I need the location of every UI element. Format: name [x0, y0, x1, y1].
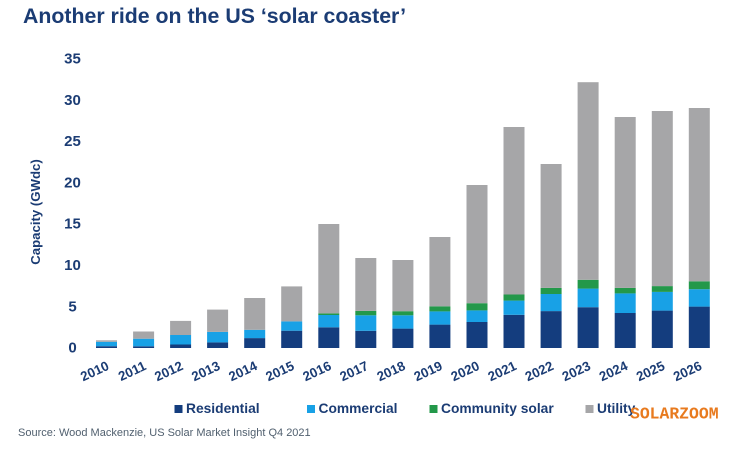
svg-text:2011: 2011: [116, 358, 149, 384]
svg-text:35: 35: [64, 51, 81, 68]
svg-text:25: 25: [64, 133, 81, 150]
svg-text:SOLARZOOM: SOLARZOOM: [630, 404, 719, 423]
svg-text:2017: 2017: [337, 358, 370, 384]
svg-text:Utility: Utility: [597, 401, 636, 416]
svg-text:Residential: Residential: [186, 401, 260, 416]
svg-text:2023: 2023: [560, 358, 593, 384]
svg-text:2020: 2020: [449, 358, 482, 384]
svg-text:Capacity (GWdc): Capacity (GWdc): [28, 159, 43, 265]
svg-text:2024: 2024: [597, 358, 631, 384]
svg-text:2026: 2026: [671, 358, 704, 384]
svg-text:2015: 2015: [263, 358, 297, 384]
svg-text:2014: 2014: [226, 358, 260, 384]
svg-text:10: 10: [64, 257, 81, 274]
svg-text:2021: 2021: [486, 358, 520, 384]
svg-text:20: 20: [64, 174, 81, 191]
svg-text:Commercial: Commercial: [319, 401, 398, 416]
svg-text:Community solar: Community solar: [441, 401, 554, 416]
svg-text:2016: 2016: [300, 358, 333, 384]
svg-text:2022: 2022: [523, 358, 556, 384]
svg-text:30: 30: [64, 92, 81, 109]
svg-text:5: 5: [68, 298, 76, 315]
svg-text:2010: 2010: [78, 358, 111, 384]
svg-text:2018: 2018: [375, 358, 408, 384]
svg-text:2013: 2013: [189, 358, 222, 384]
svg-text:2019: 2019: [412, 358, 445, 384]
svg-text:15: 15: [64, 216, 81, 233]
svg-text:2012: 2012: [152, 358, 185, 384]
svg-text:2025: 2025: [634, 358, 668, 384]
svg-text:0: 0: [68, 340, 76, 357]
